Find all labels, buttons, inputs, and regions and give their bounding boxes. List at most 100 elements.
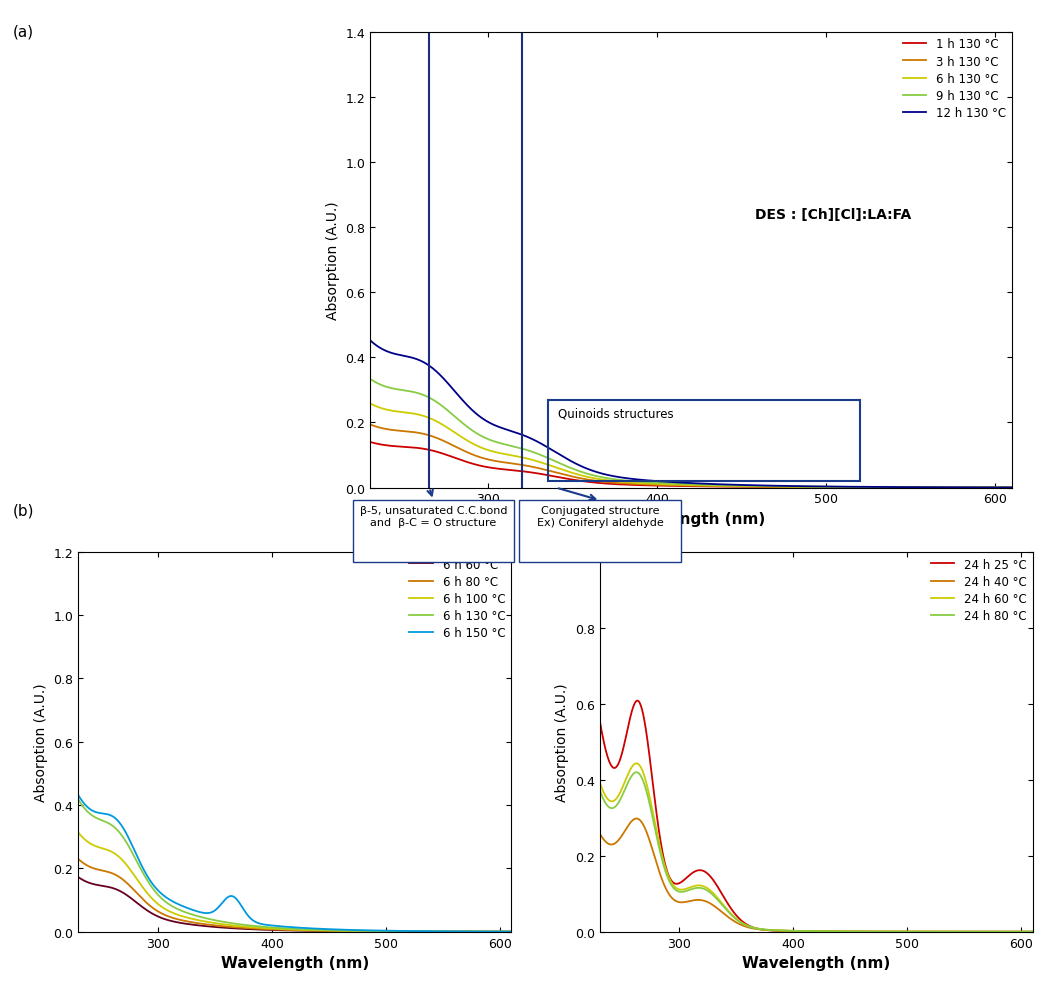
Y-axis label: Absorption (A.U.): Absorption (A.U.) (555, 682, 569, 802)
6 h 130 °C (736, 481, 749, 493)
24 h 60 °C (856, 926, 869, 938)
6 h 150 °C (98, 808, 111, 819)
12 h 130 °C (850, 481, 863, 493)
9 h 130 °C (917, 482, 929, 494)
6 h 150 °C (323, 923, 336, 935)
Line: 6 h 130 °C: 6 h 130 °C (370, 404, 1012, 488)
24 h 60 °C (922, 926, 935, 938)
Line: 12 h 130 °C: 12 h 130 °C (370, 341, 1012, 488)
1 h 130 °C (753, 481, 766, 493)
Legend: 6 h 60 °C, 6 h 80 °C, 6 h 100 °C, 6 h 130 °C, 6 h 150 °C: 6 h 60 °C, 6 h 80 °C, 6 h 100 °C, 6 h 13… (410, 558, 505, 640)
3 h 130 °C (1005, 482, 1018, 494)
9 h 130 °C (753, 480, 766, 492)
24 h 40 °C (856, 926, 869, 938)
24 h 25 °C (870, 926, 882, 938)
6 h 100 °C (401, 926, 413, 938)
Y-axis label: Absorption (A.U.): Absorption (A.U.) (33, 682, 48, 802)
6 h 80 °C (335, 925, 347, 937)
6 h 60 °C (505, 926, 517, 938)
6 h 130 °C (401, 926, 413, 938)
24 h 80 °C (967, 926, 979, 938)
1 h 130 °C (917, 482, 929, 494)
1 h 130 °C (1005, 482, 1018, 494)
1 h 130 °C (404, 442, 416, 454)
24 h 80 °C (620, 781, 632, 793)
6 h 80 °C (505, 926, 517, 938)
9 h 130 °C (404, 386, 416, 397)
12 h 130 °C (753, 480, 766, 492)
6 h 100 °C (347, 925, 360, 937)
6 h 130 °C (72, 794, 84, 806)
12 h 130 °C (404, 352, 416, 364)
3 h 130 °C (753, 481, 766, 493)
Line: 6 h 80 °C: 6 h 80 °C (78, 859, 511, 932)
1 h 130 °C (736, 481, 749, 493)
Line: 9 h 130 °C: 9 h 130 °C (370, 380, 1012, 488)
6 h 80 °C (444, 926, 457, 938)
6 h 60 °C (401, 926, 413, 938)
6 h 130 °C (917, 482, 929, 494)
6 h 130 °C (335, 925, 347, 937)
6 h 150 °C (335, 924, 347, 936)
6 h 100 °C (505, 926, 517, 938)
6 h 130 °C (505, 926, 517, 938)
6 h 80 °C (98, 866, 111, 878)
6 h 130 °C (753, 481, 766, 493)
Text: Quinoids structures: Quinoids structures (558, 406, 674, 420)
6 h 60 °C (323, 925, 336, 937)
Bar (548, 400, 859, 481)
24 h 60 °C (630, 757, 642, 769)
6 h 80 °C (72, 853, 84, 865)
Text: (a): (a) (13, 25, 33, 39)
6 h 150 °C (401, 925, 413, 937)
12 h 130 °C (917, 482, 929, 494)
1 h 130 °C (364, 437, 377, 449)
6 h 130 °C (850, 482, 863, 494)
6 h 60 °C (72, 872, 84, 883)
24 h 25 °C (846, 926, 858, 938)
24 h 60 °C (870, 926, 882, 938)
24 h 25 °C (593, 715, 606, 727)
6 h 130 °C (404, 407, 416, 419)
12 h 130 °C (1005, 482, 1018, 494)
6 h 130 °C (444, 926, 457, 938)
6 h 60 °C (335, 925, 347, 937)
Line: 24 h 80 °C: 24 h 80 °C (600, 772, 1033, 932)
Legend: 1 h 130 °C, 3 h 130 °C, 6 h 130 °C, 9 h 130 °C, 12 h 130 °C: 1 h 130 °C, 3 h 130 °C, 6 h 130 °C, 9 h … (902, 38, 1005, 120)
6 h 150 °C (444, 926, 457, 938)
24 h 25 °C (967, 926, 979, 938)
6 h 100 °C (98, 843, 111, 855)
24 h 60 °C (593, 777, 606, 789)
6 h 130 °C (347, 925, 360, 937)
6 h 130 °C (773, 481, 785, 493)
12 h 130 °C (736, 479, 749, 491)
X-axis label: Wavelength (nm): Wavelength (nm) (742, 955, 891, 970)
3 h 130 °C (773, 481, 785, 493)
24 h 40 °C (846, 926, 858, 938)
6 h 130 °C (98, 815, 111, 827)
6 h 130 °C (1005, 482, 1018, 494)
Text: (b): (b) (13, 503, 34, 518)
24 h 40 °C (1026, 926, 1039, 938)
Line: 24 h 25 °C: 24 h 25 °C (600, 701, 1033, 932)
24 h 80 °C (846, 926, 858, 938)
6 h 60 °C (347, 926, 360, 938)
24 h 60 °C (1026, 926, 1039, 938)
1 h 130 °C (773, 481, 785, 493)
24 h 25 °C (922, 926, 935, 938)
24 h 25 °C (620, 730, 632, 741)
24 h 80 °C (630, 766, 642, 778)
6 h 60 °C (444, 926, 457, 938)
3 h 130 °C (917, 482, 929, 494)
24 h 40 °C (922, 926, 935, 938)
24 h 40 °C (593, 827, 606, 839)
24 h 25 °C (1026, 926, 1039, 938)
24 h 60 °C (620, 773, 632, 785)
24 h 80 °C (593, 785, 606, 797)
X-axis label: Wavelength (nm): Wavelength (nm) (220, 955, 369, 970)
X-axis label: Wavelength (nm): Wavelength (nm) (616, 512, 766, 527)
24 h 40 °C (620, 823, 632, 835)
Line: 6 h 60 °C: 6 h 60 °C (78, 878, 511, 932)
Text: Conjugated structure
Ex) Coniferyl aldehyde: Conjugated structure Ex) Coniferyl aldeh… (537, 506, 663, 528)
Line: 6 h 150 °C: 6 h 150 °C (78, 796, 511, 932)
